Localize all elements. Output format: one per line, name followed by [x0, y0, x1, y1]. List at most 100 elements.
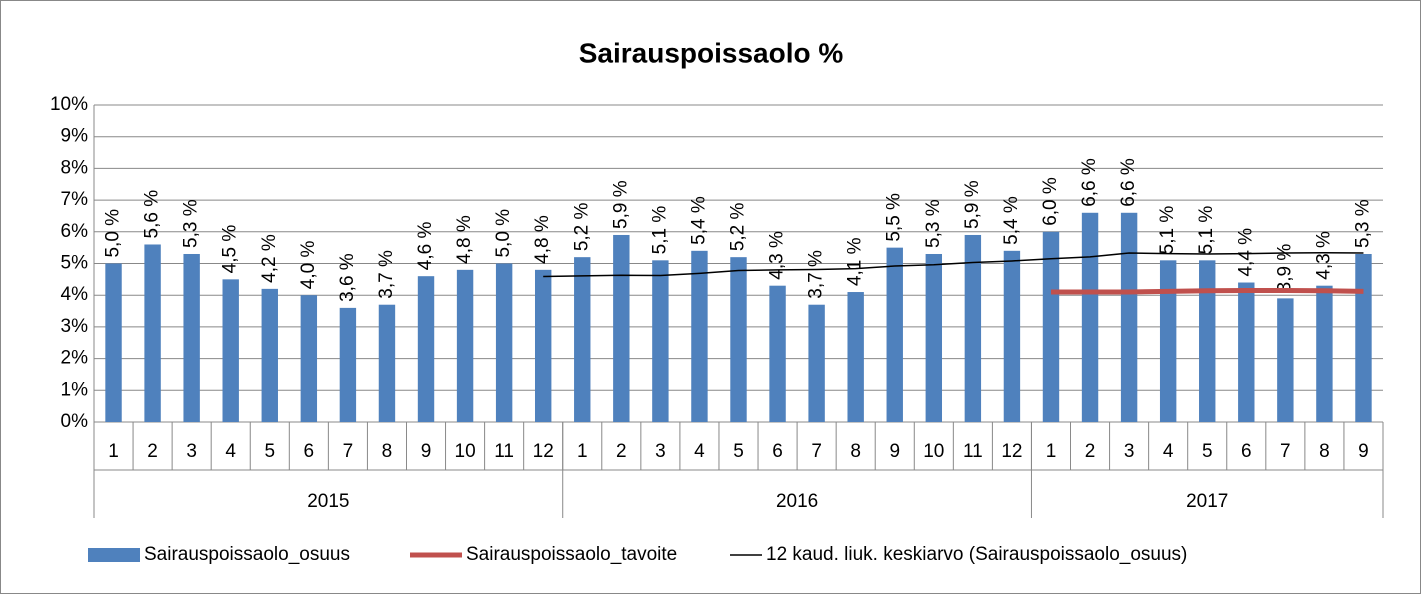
bar	[1355, 253, 1372, 422]
line	[1050, 287, 1364, 295]
y-tick-label: 1%	[61, 379, 89, 400]
legend-label: Sairauspoissaolo_osuus	[144, 544, 350, 565]
x-tick-label: 7	[1280, 441, 1291, 462]
group-label: 2015	[307, 491, 349, 512]
bar	[378, 304, 396, 422]
y-tick-label: 7%	[61, 189, 89, 210]
line	[543, 251, 1364, 278]
bar	[1003, 250, 1021, 422]
bar	[1316, 285, 1333, 422]
y-tick-label: 10%	[50, 94, 88, 115]
bar	[886, 247, 903, 422]
x-tick-label: 3	[655, 441, 666, 462]
data-label: 5,0 %	[493, 209, 514, 258]
data-label: 5,1 %	[1196, 206, 1217, 255]
data-label: 3,9 %	[1274, 244, 1295, 293]
x-tick-label: 12	[533, 441, 554, 462]
x-tick-label: 9	[421, 441, 432, 462]
x-tick-label: 6	[1241, 441, 1252, 462]
y-tick-label: 8%	[61, 157, 89, 178]
x-tick-label: 5	[1202, 441, 1213, 462]
bar	[769, 285, 786, 422]
y-tick-label: 4%	[61, 284, 89, 305]
x-tick-label: 4	[225, 441, 236, 462]
bar	[495, 263, 513, 422]
x-tick-label: 9	[1358, 441, 1369, 462]
x-tick-label: 10	[455, 441, 476, 462]
x-tick-label: 1	[108, 441, 119, 462]
data-label: 5,2 %	[571, 202, 592, 251]
bar	[1277, 298, 1294, 422]
bar	[613, 234, 630, 422]
data-label: 4,5 %	[220, 225, 241, 274]
x-tick-label: 11	[963, 441, 983, 462]
data-label: 5,0 %	[103, 209, 124, 258]
bar	[730, 257, 747, 422]
data-label: 4,8 %	[454, 215, 475, 264]
data-label: 6,6 %	[1118, 158, 1139, 207]
x-tick-label: 2	[1085, 441, 1096, 462]
bar	[417, 276, 435, 422]
bar	[1159, 260, 1177, 422]
data-label: 3,7 %	[806, 250, 827, 299]
data-label: 4,1 %	[845, 237, 866, 286]
y-tick-label: 5%	[61, 253, 89, 274]
bar	[261, 288, 278, 422]
x-tick-label: 4	[1163, 441, 1174, 462]
bar	[652, 260, 669, 422]
data-label: 4,8 %	[532, 215, 553, 264]
x-tick-label: 4	[694, 441, 705, 462]
bar	[925, 253, 943, 422]
bar	[847, 292, 864, 422]
bar	[691, 250, 708, 422]
x-tick-label: 8	[382, 441, 393, 462]
data-label: 5,4 %	[688, 196, 709, 245]
bar	[456, 269, 474, 422]
group-label: 2017	[1186, 491, 1228, 512]
x-tick-label: 1	[1046, 441, 1057, 462]
data-label: 4,3 %	[767, 231, 788, 280]
data-label: 4,3 %	[1313, 231, 1334, 280]
x-tick-label: 8	[850, 441, 861, 462]
bar	[300, 295, 318, 422]
data-label: 5,2 %	[728, 202, 749, 251]
data-label: 4,6 %	[415, 221, 436, 270]
bar	[144, 244, 161, 422]
legend-swatch	[88, 548, 140, 562]
data-label: 5,3 %	[181, 199, 202, 248]
x-tick-label: 6	[304, 441, 315, 462]
x-tick-label: 8	[1319, 441, 1330, 462]
x-tick-label: 7	[343, 441, 354, 462]
y-tick-label: 6%	[61, 221, 89, 242]
data-label: 5,9 %	[962, 180, 983, 229]
x-tick-label: 12	[1001, 441, 1022, 462]
bar	[1081, 212, 1099, 422]
bar	[534, 269, 552, 422]
bar	[808, 304, 825, 422]
y-tick-label: 3%	[61, 316, 89, 337]
data-label: 5,3 %	[1352, 199, 1373, 248]
data-label: 3,6 %	[337, 253, 358, 302]
data-label: 4,2 %	[259, 234, 280, 283]
bar	[574, 257, 591, 422]
x-tick-label: 9	[889, 441, 900, 462]
data-label: 6,6 %	[1079, 158, 1100, 207]
data-label: 4,0 %	[298, 241, 319, 290]
x-tick-label: 5	[264, 441, 275, 462]
data-label: 5,6 %	[142, 190, 163, 239]
bar	[1120, 212, 1138, 422]
bar	[1042, 231, 1060, 422]
data-label: 5,3 %	[923, 199, 944, 248]
data-label: 5,4 %	[1001, 196, 1022, 245]
bar	[339, 307, 357, 422]
bar	[222, 279, 239, 422]
bar	[1199, 260, 1216, 422]
x-tick-label: 3	[186, 441, 197, 462]
group-label: 2016	[776, 491, 818, 512]
data-label: 4,4 %	[1235, 228, 1256, 277]
bar	[105, 263, 122, 422]
x-tick-label: 5	[733, 441, 744, 462]
x-tick-label: 2	[616, 441, 627, 462]
data-label: 5,1 %	[649, 206, 670, 255]
